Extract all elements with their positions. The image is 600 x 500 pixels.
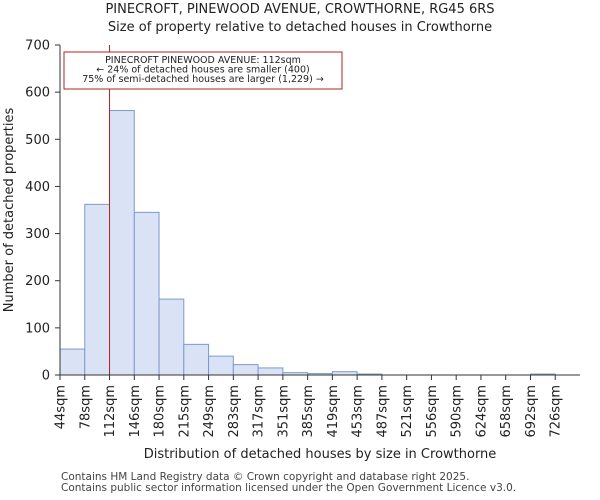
chart-subtitle: Size of property relative to detached ho… (107, 20, 493, 35)
y-axis-ticks: 0 100 200 300 400 500 600 700 (25, 39, 60, 384)
footer-line-2: Contains public sector information licen… (61, 482, 517, 494)
x-tick-label: 317sqm (252, 385, 267, 438)
annotation-line-2: ← 24% of detached houses are smaller (40… (96, 65, 309, 76)
y-tick-label: 0 (42, 369, 50, 384)
x-tick-label: 180sqm (153, 385, 168, 438)
x-tick-label: 351sqm (276, 385, 291, 438)
x-tick-label: 590sqm (450, 385, 465, 438)
x-tick-label: 112sqm (103, 385, 118, 438)
footer-line-1: Contains HM Land Registry data © Crown c… (61, 471, 470, 483)
x-tick-label: 385sqm (301, 385, 316, 438)
x-tick-label: 692sqm (524, 385, 539, 438)
chart-title: PINECROFT, PINEWOOD AVENUE, CROWTHORNE, … (105, 2, 495, 17)
bar-146sqm (133, 211, 160, 376)
bar-180sqm (158, 298, 185, 376)
y-tick-label: 300 (25, 227, 50, 242)
x-tick-label: 556sqm (425, 385, 440, 438)
y-tick-label: 600 (25, 86, 50, 101)
x-tick-label: 78sqm (78, 385, 93, 429)
bar-283sqm (232, 364, 259, 376)
x-tick-label: 726sqm (549, 385, 564, 438)
footer: Contains HM Land Registry data © Crown c… (61, 472, 516, 494)
x-axis-label: Distribution of detached houses by size … (144, 447, 497, 462)
x-tick-label: 487sqm (375, 385, 390, 438)
annotation-line-1: PINECROFT PINEWOOD AVENUE: 112sqm (105, 55, 301, 66)
x-tick-label: 215sqm (177, 385, 192, 438)
y-tick-label: 400 (25, 180, 50, 195)
bar-215sqm (183, 343, 210, 376)
bars-group (59, 110, 556, 376)
bar-112sqm (109, 110, 135, 376)
y-axis-label: Number of detached properties (2, 108, 17, 313)
x-tick-label: 624sqm (474, 385, 489, 438)
x-tick-label: 658sqm (499, 385, 514, 438)
bar-44sqm (59, 348, 86, 376)
y-tick-label: 100 (25, 321, 50, 336)
x-tick-label: 44sqm (54, 385, 69, 429)
annotation-line-3: 75% of semi-detached houses are larger (… (82, 74, 324, 85)
x-tick-label: 419sqm (326, 385, 341, 438)
bar-249sqm (208, 355, 234, 376)
y-tick-label: 200 (25, 274, 50, 289)
annotation-frame (63, 51, 343, 90)
x-tick-label: 283sqm (227, 385, 242, 438)
bar-78sqm (84, 203, 111, 376)
x-axis-ticks: 44sqm 78sqm 112sqm 146sqm 180sqm 215sqm 249sqm… (54, 375, 564, 438)
bar-317sqm (257, 367, 284, 376)
x-tick-label: 249sqm (202, 385, 217, 438)
x-tick-label: 146sqm (128, 385, 143, 438)
y-tick-label: 700 (25, 39, 50, 54)
x-tick-label: 521sqm (400, 385, 415, 438)
x-tick-label: 453sqm (351, 385, 366, 438)
y-tick-label: 500 (25, 133, 50, 148)
annotation-box: PINECROFT PINEWOOD AVENUE: 112sqm ← 24% … (63, 51, 343, 90)
